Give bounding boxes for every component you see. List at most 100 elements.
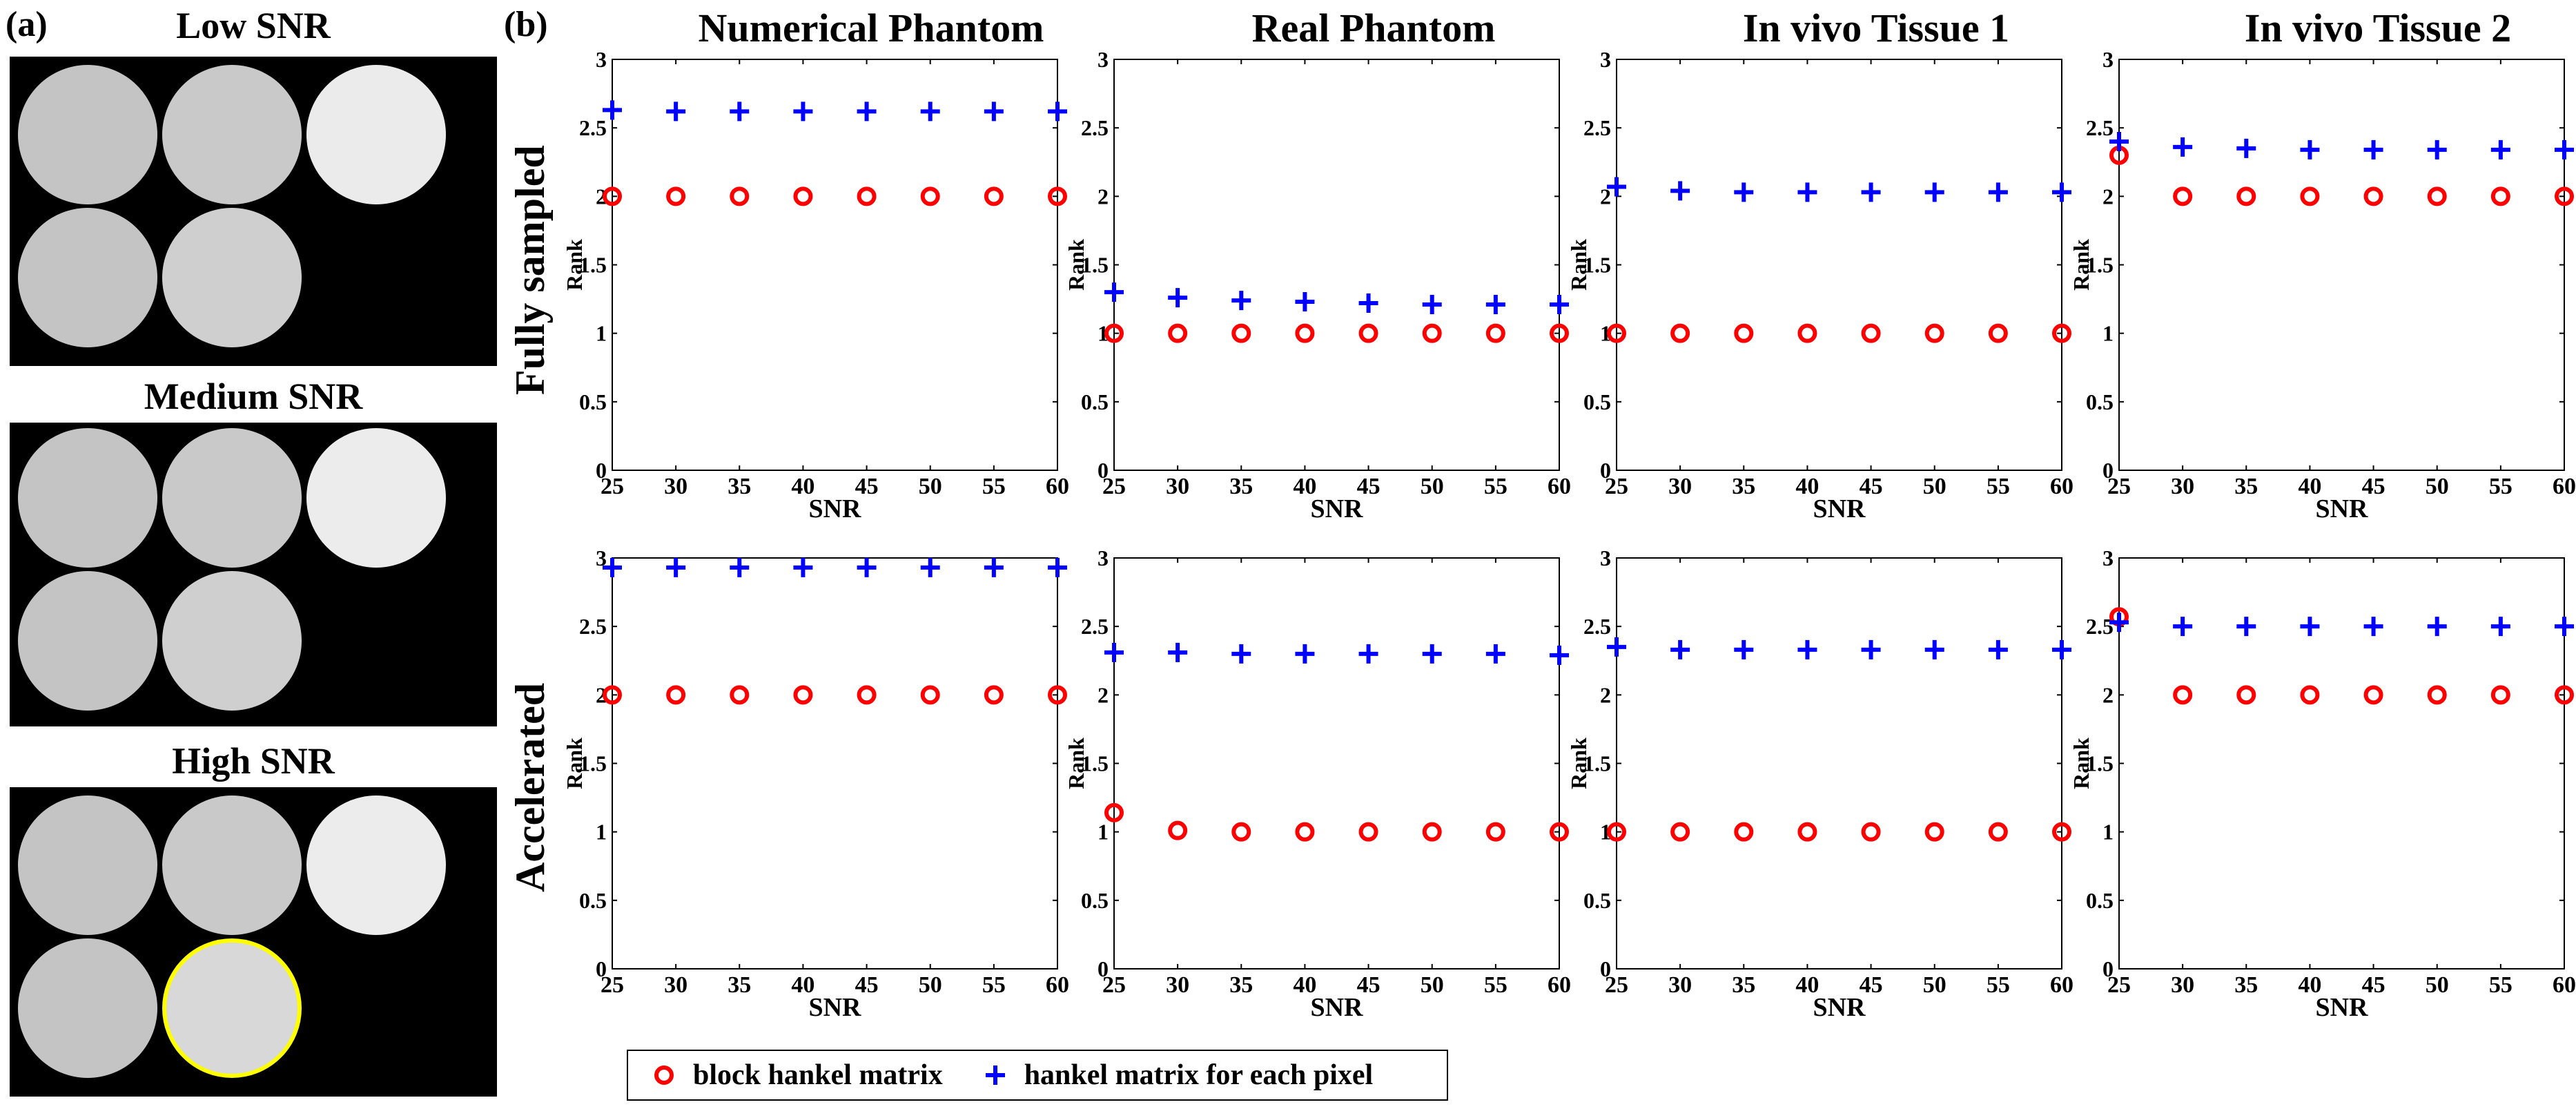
block-hankel-point xyxy=(857,685,877,705)
x-tick-label: 40 xyxy=(1795,474,1819,499)
y-tick-label: 1.5 xyxy=(1081,253,1109,278)
y-tick-label: 3 xyxy=(2102,47,2114,72)
pixel-hankel-point xyxy=(1670,639,1690,659)
plot-r1-c2: 0 0.5 1 1.5 2 2.5 3 25 30 35 40 45 50 55 60 SNR Rank xyxy=(1566,546,2074,1022)
pixel-hankel-point xyxy=(603,100,622,120)
y-tick-label: 2.5 xyxy=(1081,614,1109,639)
x-tick-label: 55 xyxy=(982,474,1006,499)
y-tick-label: 0 xyxy=(1600,458,1611,483)
pixel-hankel-point xyxy=(857,557,877,577)
y-axis-label: Rank xyxy=(1064,737,1089,789)
block-hankel-point xyxy=(1048,685,1067,705)
x-tick-label: 30 xyxy=(664,474,687,499)
pixel-hankel-point xyxy=(793,557,813,577)
x-tick-label: 25 xyxy=(2107,972,2131,998)
pixel-hankel-point xyxy=(1607,637,1626,657)
pixel-hankel-point xyxy=(984,557,1004,577)
x-tick-label: 30 xyxy=(1166,972,1189,998)
x-tick-label: 40 xyxy=(1293,972,1316,998)
y-tick-label: 2 xyxy=(2102,184,2114,209)
y-axis-label: Rank xyxy=(1064,239,1089,291)
pixel-hankel-point xyxy=(2555,617,2574,637)
x-tick-label: 45 xyxy=(1860,972,1883,998)
block-hankel-point xyxy=(1104,323,1124,343)
x-tick-label: 60 xyxy=(2553,474,2576,499)
phantom-disk-highlighted xyxy=(162,938,302,1078)
x-tick-label: 60 xyxy=(1046,474,1069,499)
x-tick-label: 60 xyxy=(1046,972,1069,998)
y-tick-label: 0.5 xyxy=(1583,888,1611,913)
block-hankel-point xyxy=(2363,685,2383,705)
x-tick-label: 35 xyxy=(728,972,751,998)
block-hankel-point xyxy=(2555,685,2574,705)
x-tick-label: 50 xyxy=(2426,972,2449,998)
y-tick-label: 3 xyxy=(1097,546,1109,570)
y-tick-label: 1 xyxy=(2102,321,2114,346)
pixel-hankel-point xyxy=(1734,639,1754,659)
plot-r1-c3: 0 0.5 1 1.5 2 2.5 3 25 30 35 40 45 50 55 60 SNR Rank xyxy=(2069,546,2576,1022)
phantom-image-medium-snr xyxy=(10,423,497,726)
x-tick-label: 35 xyxy=(2234,972,2258,998)
block-hankel-point xyxy=(1797,822,1817,842)
block-hankel-point xyxy=(2427,186,2447,206)
pixel-hankel-point xyxy=(920,557,940,577)
image-title-medium-snr: Medium SNR xyxy=(144,376,363,417)
pixel-hankel-point xyxy=(1295,644,1315,664)
block-hankel-point xyxy=(1295,822,1315,842)
block-hankel-point xyxy=(793,685,813,705)
y-tick-label: 2 xyxy=(596,184,607,209)
y-tick-label: 0 xyxy=(1097,458,1109,483)
pixel-hankel-point xyxy=(2363,139,2383,160)
pixel-hankel-point xyxy=(2490,139,2510,160)
phantom-disk xyxy=(306,428,446,568)
pixel-hankel-point xyxy=(857,102,877,122)
pixel-hankel-point xyxy=(793,102,813,122)
x-tick-label: 50 xyxy=(1923,474,1946,499)
x-tick-label: 60 xyxy=(1548,972,1571,998)
block-hankel-point xyxy=(1924,822,1944,842)
plot-r1-c1: 0 0.5 1 1.5 2 2.5 3 25 30 35 40 45 50 55 60 SNR Rank xyxy=(1064,546,1571,1022)
x-axis-label: SNR xyxy=(1813,993,1866,1022)
block-hankel-point xyxy=(1734,323,1754,343)
y-tick-label: 2 xyxy=(596,682,607,707)
block-hankel-point xyxy=(1670,323,1690,343)
block-hankel-point xyxy=(603,685,622,705)
y-tick-label: 2.5 xyxy=(2086,614,2114,639)
block-hankel-point xyxy=(2173,186,2193,206)
x-tick-label: 45 xyxy=(1357,474,1380,499)
block-hankel-point xyxy=(1607,323,1626,343)
pixel-hankel-point xyxy=(2427,617,2447,637)
phantom-disk xyxy=(162,65,302,204)
pixel-hankel-point xyxy=(2300,139,2320,160)
legend: block hankel matrix hankel matrix for ea… xyxy=(627,1050,1448,1101)
x-tick-label: 40 xyxy=(1795,972,1819,998)
y-tick-label: 3 xyxy=(596,47,607,72)
y-tick-label: 0.5 xyxy=(2086,389,2114,414)
x-tick-label: 25 xyxy=(601,972,624,998)
x-tick-label: 45 xyxy=(1860,474,1883,499)
plus-marker-icon xyxy=(985,1065,1005,1085)
block-hankel-point xyxy=(1607,822,1626,842)
plot-r0-c0: 0 0.5 1 1.5 2 2.5 3 25 30 35 40 45 50 55 60 SNR Rank xyxy=(562,47,1069,523)
block-hankel-point xyxy=(1485,323,1505,343)
block-hankel-point xyxy=(1231,822,1251,842)
x-tick-label: 35 xyxy=(1229,972,1253,998)
y-tick-label: 0.5 xyxy=(579,888,607,913)
x-tick-label: 60 xyxy=(2050,474,2074,499)
block-hankel-point xyxy=(1988,323,2008,343)
x-tick-label: 55 xyxy=(1484,972,1507,998)
plot-frame xyxy=(1113,557,1560,970)
y-axis-label: Rank xyxy=(2069,239,2094,291)
pixel-hankel-point xyxy=(666,557,686,577)
block-hankel-point xyxy=(984,186,1004,206)
y-tick-label: 0.5 xyxy=(1081,888,1109,913)
x-tick-label: 55 xyxy=(2489,474,2512,499)
y-tick-label: 1 xyxy=(1097,321,1109,346)
pixel-hankel-point xyxy=(1295,292,1315,312)
phantom-disk xyxy=(18,795,157,935)
circle-marker-icon xyxy=(654,1065,674,1085)
image-title-low-snr: Low SNR xyxy=(176,5,331,46)
x-tick-label: 45 xyxy=(1357,972,1380,998)
x-tick-label: 35 xyxy=(728,474,751,499)
x-tick-label: 45 xyxy=(855,972,879,998)
